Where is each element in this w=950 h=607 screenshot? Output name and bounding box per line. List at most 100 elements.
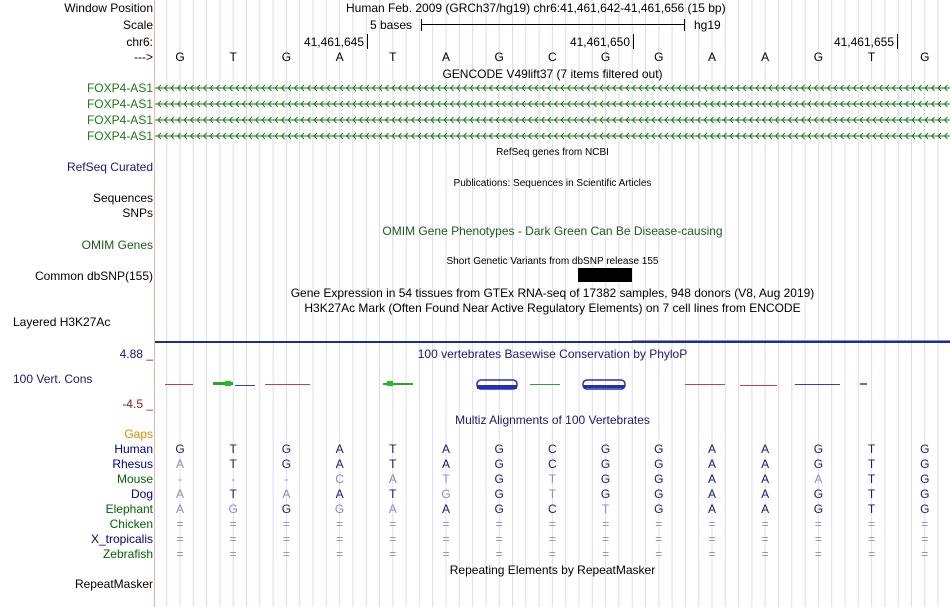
strand-arrow [852, 132, 857, 140]
strand-arrow [852, 84, 857, 92]
strand-arrow [391, 116, 396, 124]
strand-arrow [300, 116, 305, 124]
strand-arrow [170, 116, 175, 124]
aligned-base: = [495, 547, 503, 561]
gtex-track-title[interactable]: Gene Expression in 54 tissues from GTEx … [290, 286, 815, 300]
strand-arrow [852, 100, 857, 108]
strand-arrow [404, 100, 409, 108]
strand-arrow [274, 100, 279, 108]
strand-arrow [215, 116, 220, 124]
gene-model-foxp4-as1[interactable] [155, 99, 950, 109]
strand-arrow [839, 132, 844, 140]
strand-arrow [170, 132, 175, 140]
alignment-row-chicken: = = = = = = = = = = = = = = = [155, 517, 950, 531]
repeatmasker-track-title[interactable]: Repeating Elements by RepeatMasker [449, 563, 656, 577]
species-label-human[interactable]: Human [114, 442, 153, 456]
strand-arrow [443, 100, 448, 108]
position-41461650: 41,461,650 [570, 34, 634, 49]
strand-arrow [735, 116, 740, 124]
snps-label[interactable]: SNPs [122, 206, 153, 220]
strand-arrow [670, 132, 675, 140]
gene-label-foxp4-as1[interactable]: FOXP4-AS1 [86, 81, 153, 95]
publications-track-title[interactable]: Publications: Sequences in Scientific Ar… [453, 178, 652, 189]
dbsnp-track-title[interactable]: Short Genetic Variants from dbSNP releas… [446, 256, 659, 267]
strand-arrow [911, 100, 916, 108]
strand-arrow [267, 132, 272, 140]
repeatmasker-label[interactable]: RepeatMasker [74, 577, 153, 591]
multiz-track-title[interactable]: Multiz Alignments of 100 Vertebrates [455, 413, 650, 427]
aligned-base: A [761, 457, 770, 471]
omim-track-title[interactable]: OMIM Gene Phenotypes - Dark Green Can Be… [382, 224, 723, 238]
strand-arrow [599, 132, 604, 140]
species-label-dog[interactable]: Dog [130, 487, 153, 501]
cons-min-label: -4.5 _ [122, 397, 153, 411]
species-label-x-tropicalis[interactable]: X_tropicalis [90, 532, 153, 546]
gene-label-foxp4-as1[interactable]: FOXP4-AS1 [86, 97, 153, 111]
phylop-conservation-plot[interactable] [155, 374, 950, 396]
gencode-track-title[interactable]: GENCODE V49lift37 (7 items filtered out) [442, 67, 663, 81]
gaps-label[interactable]: Gaps [124, 427, 153, 441]
strand-arrow [670, 116, 675, 124]
strand-arrow [163, 100, 168, 108]
species-label-mouse[interactable]: Mouse [116, 472, 153, 486]
reference-base: G [494, 50, 504, 64]
strand-arrow [618, 84, 623, 92]
strand-arrow [365, 84, 370, 92]
strand-arrow [943, 116, 948, 124]
strand-arrow [865, 84, 870, 92]
strand-arrow [267, 116, 272, 124]
species-label-chicken[interactable]: Chicken [109, 517, 153, 531]
strand-arrow [365, 100, 370, 108]
aligned-base: = [708, 517, 716, 531]
strand-arrow [846, 84, 851, 92]
layered-h3k27ac-label[interactable]: Layered H3K27Ac [13, 315, 111, 329]
strand-arrow [495, 100, 500, 108]
strand-arrow [410, 100, 415, 108]
common-dbsnp-label[interactable]: Common dbSNP(155) [34, 269, 153, 283]
strand-arrow [878, 84, 883, 92]
strand-arrow [638, 84, 643, 92]
aligned-base: G [654, 472, 664, 486]
strand-arrow [813, 100, 818, 108]
strand-arrow [709, 100, 714, 108]
phylop-track-title[interactable]: 100 vertebrates Basewise Conservation by… [417, 347, 688, 361]
species-label-zebrafish[interactable]: Zebrafish [102, 547, 153, 561]
strand-arrow [436, 116, 441, 124]
strand-arrow [241, 84, 246, 92]
aligned-base: A [761, 472, 770, 486]
species-label-elephant[interactable]: Elephant [105, 502, 153, 516]
vert-cons-label[interactable]: 100 Vert. Cons [13, 372, 93, 386]
sequences-label[interactable]: Sequences [92, 191, 153, 205]
gene-label-foxp4-as1[interactable]: FOXP4-AS1 [86, 113, 153, 127]
gene-label-foxp4-as1[interactable]: FOXP4-AS1 [86, 129, 153, 143]
strand-arrow [176, 84, 181, 92]
omim-genes-label[interactable]: OMIM Genes [81, 238, 153, 252]
gene-model-foxp4-as1[interactable] [155, 115, 950, 125]
window-position-text: Human Feb. 2009 (GRCh37/hg19) chr6:41,46… [346, 1, 726, 15]
h3k27ac-track-title[interactable]: H3K27Ac Mark (Often Found Near Active Re… [304, 301, 801, 315]
dbsnp-variant-block[interactable] [578, 268, 632, 282]
strand-arrow [755, 132, 760, 140]
strand-arrow [254, 132, 259, 140]
strand-arrow [813, 84, 818, 92]
refseq-track-title[interactable]: RefSeq genes from NCBI [496, 147, 609, 158]
strand-arrow [690, 84, 695, 92]
gene-model-foxp4-as1[interactable] [155, 83, 950, 93]
strand-arrow [378, 132, 383, 140]
scale-value: 5 bases [370, 18, 413, 32]
aligned-base: T [389, 487, 397, 501]
reference-base: G [920, 50, 930, 64]
strand-arrow [475, 84, 480, 92]
refseq-curated-label[interactable]: RefSeq Curated [66, 160, 153, 174]
strand-arrow [859, 100, 864, 108]
strand-arrow [352, 100, 357, 108]
gene-model-foxp4-as1[interactable] [155, 131, 950, 141]
strand-arrow [696, 84, 701, 92]
strand-arrow [872, 132, 877, 140]
aligned-base: G [175, 442, 185, 456]
aligned-base: T [867, 457, 876, 471]
species-label-rhesus[interactable]: Rhesus [112, 457, 153, 471]
strand-arrow [456, 116, 461, 124]
